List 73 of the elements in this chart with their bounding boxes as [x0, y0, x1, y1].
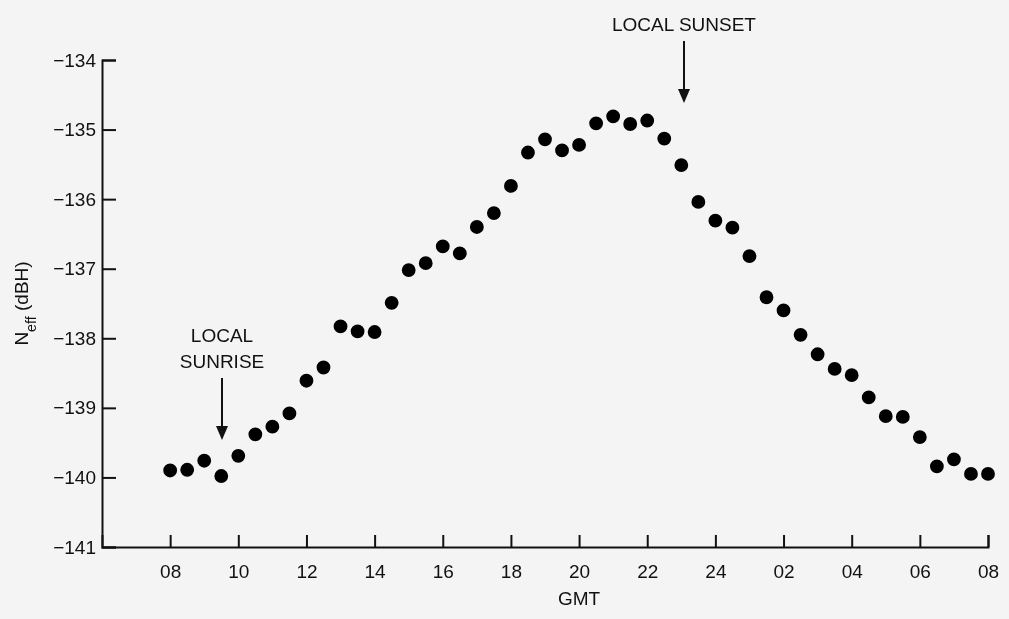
x-tick-label: 20	[569, 561, 591, 583]
point	[589, 116, 604, 131]
point	[691, 195, 706, 209]
point	[435, 239, 450, 254]
x-tick-label: 12	[296, 561, 318, 583]
point	[981, 467, 995, 481]
x-tick-label: 10	[228, 561, 250, 583]
point	[657, 131, 672, 146]
annotation: LOCAL SUNRISE	[179, 325, 265, 372]
point	[793, 327, 808, 342]
point	[674, 158, 689, 172]
x-tick-label: 16	[432, 561, 454, 583]
point	[572, 137, 586, 152]
point	[452, 246, 467, 261]
y-tick-label: −137	[53, 258, 96, 280]
y-tick-label: −139	[53, 397, 96, 419]
point	[947, 452, 961, 467]
point	[384, 295, 399, 310]
x-tick-label: 22	[637, 561, 659, 583]
y-tick-label: −135	[53, 119, 96, 141]
point	[640, 113, 655, 128]
y-tick-label: −140	[53, 467, 96, 489]
point	[333, 319, 348, 334]
point	[623, 117, 638, 131]
x-tick-label: 08	[977, 561, 1000, 583]
point	[316, 360, 331, 375]
point	[538, 132, 552, 147]
point	[214, 469, 229, 483]
point	[401, 263, 416, 277]
point	[197, 453, 212, 468]
x-axis-title: GMT	[557, 588, 601, 609]
x-tick-label: 18	[500, 561, 522, 583]
point	[861, 390, 876, 405]
point	[827, 362, 842, 376]
point	[844, 368, 859, 383]
point	[708, 213, 723, 228]
x-tick-label: 24	[705, 561, 727, 583]
x-tick-label: 14	[364, 561, 387, 583]
point	[555, 143, 569, 158]
text: LOCAL SUNSET	[612, 14, 757, 35]
point	[912, 430, 927, 444]
point	[742, 249, 757, 264]
point	[878, 409, 893, 424]
point	[504, 179, 518, 193]
point	[248, 427, 263, 442]
y-tick-label: −136	[53, 188, 96, 210]
point	[231, 448, 246, 463]
point	[964, 467, 978, 481]
point	[265, 419, 280, 434]
point	[299, 373, 314, 388]
point	[350, 324, 365, 339]
point	[163, 463, 178, 478]
y-tick-label: −134	[53, 49, 97, 71]
point	[606, 109, 621, 124]
point	[521, 145, 535, 160]
point	[895, 410, 910, 424]
point	[418, 256, 433, 271]
point	[486, 206, 501, 220]
point	[929, 459, 944, 474]
point	[469, 220, 484, 234]
y-tick-label: −138	[53, 327, 96, 349]
point	[776, 303, 791, 318]
x-tick-label: 04	[841, 561, 864, 583]
x-tick-label: 08	[160, 561, 182, 583]
point	[282, 406, 297, 421]
point	[725, 220, 740, 235]
point	[759, 290, 774, 305]
y-tick-label: −141	[53, 536, 96, 558]
point	[810, 347, 825, 362]
point	[180, 462, 195, 477]
point	[367, 325, 382, 339]
x-tick-label: 06	[909, 561, 931, 583]
x-tick-label: 02	[773, 561, 795, 583]
